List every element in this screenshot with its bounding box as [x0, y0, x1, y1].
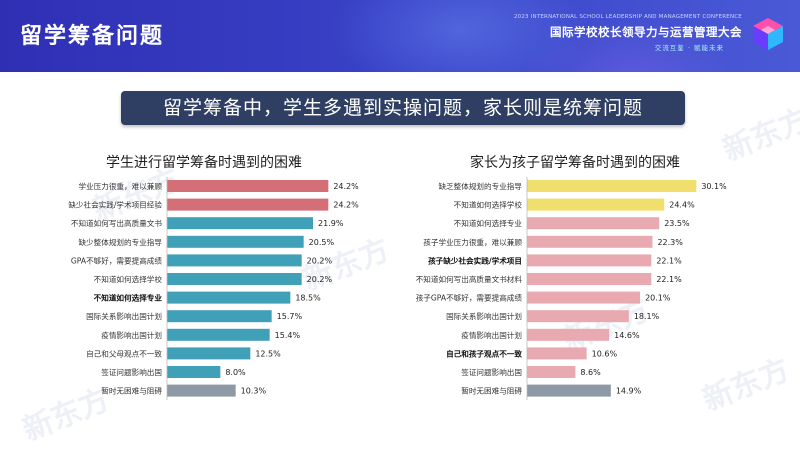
student-bar — [167, 291, 291, 304]
parent-category-label: 疫情影响出国计划 — [461, 330, 522, 340]
parent-bar — [527, 180, 697, 192]
parent-category-label: 缺乏整体规划的专业指导 — [438, 181, 522, 191]
conference-slogan: 交流互鉴 · 赋能未来 — [654, 44, 724, 52]
student-category-label: 不知道如何写出高质量文书 — [71, 218, 163, 228]
parent-category-label: 不知道如何选择专业 — [454, 218, 523, 228]
conference-logo-icon — [753, 18, 783, 50]
parent-chart-title: 家长为孩子留学筹备时遇到的困难 — [470, 155, 680, 171]
parent-category-label: 不知道如何选择学校 — [454, 200, 523, 210]
parent-category-label: 不知道如何写出高质量文书材料 — [416, 274, 523, 284]
conference-english-name: 2023 INTERNATIONAL SCHOOL LEADERSHIP AND… — [513, 14, 742, 20]
parent-bar — [527, 217, 660, 230]
parent-bar — [527, 347, 587, 360]
student-category-label: 暂时无困难与阻碍 — [101, 386, 162, 396]
parent-bar — [527, 384, 611, 397]
student-bar — [167, 310, 272, 323]
header-bar: 留学筹备问题 2023 INTERNATIONAL SCHOOL LEADERS… — [0, 0, 800, 72]
parent-category-label: 孩子学业压力很重，难以兼顾 — [423, 237, 522, 247]
student-value-label: 12.5% — [255, 349, 281, 358]
parent-value-label: 8.6% — [580, 368, 601, 377]
parent-bar — [527, 328, 610, 341]
parent-value-label: 22.1% — [656, 256, 682, 265]
student-value-label: 15.4% — [275, 331, 301, 340]
student-bar — [167, 273, 302, 285]
parent-category-label: 国际关系影响出国计划 — [446, 311, 522, 321]
parent-category-label: 孩子缺少社会实践/学术项目 — [428, 255, 522, 265]
parent-bar — [527, 366, 576, 378]
parent-value-label: 18.1% — [634, 312, 660, 321]
parent-value-label: 14.6% — [614, 331, 640, 340]
parent-category-label: 签证问题影响出国 — [461, 367, 522, 377]
parent-value-label: 24.4% — [669, 201, 695, 210]
student-bar — [167, 254, 302, 267]
page-title: 留学筹备问题 — [20, 24, 165, 49]
student-bar — [167, 235, 304, 248]
student-value-label: 20.2% — [307, 275, 333, 284]
parent-bar — [527, 310, 629, 323]
student-bar — [167, 347, 251, 360]
student-category-label: 疫情影响出国计划 — [101, 330, 162, 340]
student-value-label: 18.5% — [295, 294, 321, 303]
parent-category-label: 自己和孩子观点不一致 — [446, 348, 522, 358]
student-bar — [167, 180, 329, 192]
student-category-label: 签证问题影响出国 — [101, 367, 162, 377]
student-value-label: 8.0% — [225, 368, 246, 377]
student-value-label: 24.2% — [333, 201, 359, 210]
student-category-label: 不知道如何选择专业 — [94, 293, 163, 303]
parent-value-label: 23.5% — [664, 219, 690, 228]
student-value-label: 21.9% — [318, 219, 344, 228]
student-bar — [167, 328, 270, 341]
student-category-label: 国际关系影响出国计划 — [86, 311, 162, 321]
student-category-label: 自己和父母观点不一致 — [86, 348, 162, 358]
headline-banner: 留学筹备中，学生多遇到实操问题，家长则是统筹问题 — [121, 91, 685, 125]
parent-category-label: 暂时无困难与阻碍 — [461, 386, 522, 396]
parent-bar — [527, 291, 641, 304]
parent-value-label: 20.1% — [645, 294, 671, 303]
student-category-label: 缺少整体规划的专业指导 — [78, 237, 162, 247]
student-value-label: 20.2% — [307, 256, 333, 265]
student-category-label: GPA不够好，需要提高成绩 — [71, 255, 163, 265]
parent-bar — [527, 235, 653, 248]
parent-value-label: 30.1% — [701, 182, 727, 191]
parent-value-label: 22.1% — [656, 275, 682, 284]
student-category-label: 学业压力很重，难以兼顾 — [78, 181, 162, 191]
student-bar — [167, 384, 236, 397]
parent-value-label: 10.6% — [592, 349, 618, 358]
header-glow — [330, 0, 590, 72]
student-category-label: 不知道如何选择学校 — [94, 274, 163, 284]
parent-bar — [527, 254, 652, 267]
parent-bar — [527, 273, 652, 285]
student-bar — [167, 366, 221, 378]
parent-bar — [527, 198, 665, 211]
student-chart-title: 学生进行留学筹备时遇到的困难 — [106, 155, 302, 171]
student-bar — [167, 217, 313, 230]
parent-category-label: 孩子GPA不够好，需要提高成绩 — [416, 293, 523, 303]
parent-value-label: 14.9% — [616, 387, 642, 396]
student-bar — [167, 198, 329, 211]
student-value-label: 15.7% — [277, 312, 303, 321]
student-value-label: 10.3% — [241, 387, 267, 396]
student-category-label: 缺少社会实践/学术项目经验 — [68, 200, 162, 210]
parent-value-label: 22.3% — [657, 238, 683, 247]
student-value-label: 24.2% — [333, 182, 359, 191]
student-value-label: 20.5% — [309, 238, 335, 247]
conference-chinese-name: 国际学校校长领导力与运营管理大会 — [550, 25, 742, 39]
header-glow — [520, 20, 740, 72]
